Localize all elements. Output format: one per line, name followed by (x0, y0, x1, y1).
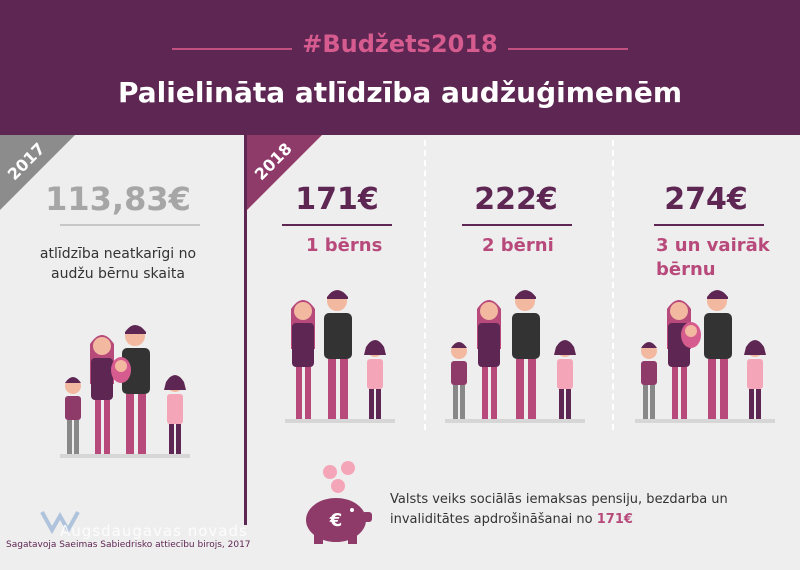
label-1-child-line1: 1 bērns (306, 235, 383, 256)
amount-1-child-underline (282, 224, 392, 226)
family-illustration-2017 (60, 325, 190, 458)
description-2017-line2: audžu bērnu skaita (51, 266, 185, 282)
hashtag-line-left (172, 48, 292, 50)
amount-2017-underline (60, 224, 200, 226)
year-divider (244, 135, 247, 525)
watermark-logo-icon (40, 511, 80, 534)
credit-text: Sagatavoja Saeimas Sabiedrisko attiecību… (6, 540, 251, 550)
insurance-note-line2-text: invaliditātes apdrošināšanai no (390, 512, 593, 527)
header-banner: #Budžets2018 Palielināta atlīdzība audžu… (0, 0, 800, 135)
piggy-bank-icon: € (306, 461, 372, 544)
insurance-note-line1: Valsts veiks sociālās iemaksas pensiju, … (390, 492, 728, 507)
hashtag-text: #Budžets2018 (302, 30, 498, 58)
amount-2-children-underline (462, 224, 572, 226)
amount-2-children: 222€ (474, 182, 558, 217)
insurance-note-line2: invaliditātes apdrošināšanai no 171€ (390, 510, 790, 530)
amount-1-child: 171€ (295, 182, 379, 217)
page-title: Palielināta atlīdzība audžuģimenēm (117, 76, 682, 109)
ribbon-2017 (0, 135, 75, 210)
label-3-children: 3 un vairāk bērnu (656, 234, 770, 282)
amount-2017: 113,83€ (45, 180, 191, 218)
label-2-children: 2 bērni (482, 234, 554, 258)
piggy-euro-symbol: € (329, 510, 343, 531)
insurance-note-amount: 171€ (596, 512, 633, 527)
column-divider-1 (424, 140, 426, 430)
amount-3-children: 274€ (664, 182, 748, 217)
description-2017-line1: atlīdzība neatkarīgi no (39, 246, 197, 262)
insurance-note: Valsts veiks sociālās iemaksas pensiju, … (390, 490, 790, 530)
label-3-children-line2: bērnu (656, 259, 716, 280)
family-illustration-2-children (445, 290, 585, 423)
family-illustration-3-children (635, 290, 775, 423)
description-2017: atlīdzība neatkarīgi no audžu bērnu skai… (0, 244, 236, 284)
label-2-children-line1: 2 bērni (482, 235, 554, 256)
hashtag-line-right (508, 48, 628, 50)
ribbon-2018 (247, 135, 322, 210)
label-1-child: 1 bērns (306, 234, 382, 258)
amount-3-children-underline (654, 224, 764, 226)
family-illustration-1-child (285, 290, 395, 423)
label-3-children-line1: 3 un vairāk (656, 235, 770, 256)
column-divider-2 (612, 140, 614, 430)
watermark-text: Augsdaugavas novads (60, 522, 248, 540)
